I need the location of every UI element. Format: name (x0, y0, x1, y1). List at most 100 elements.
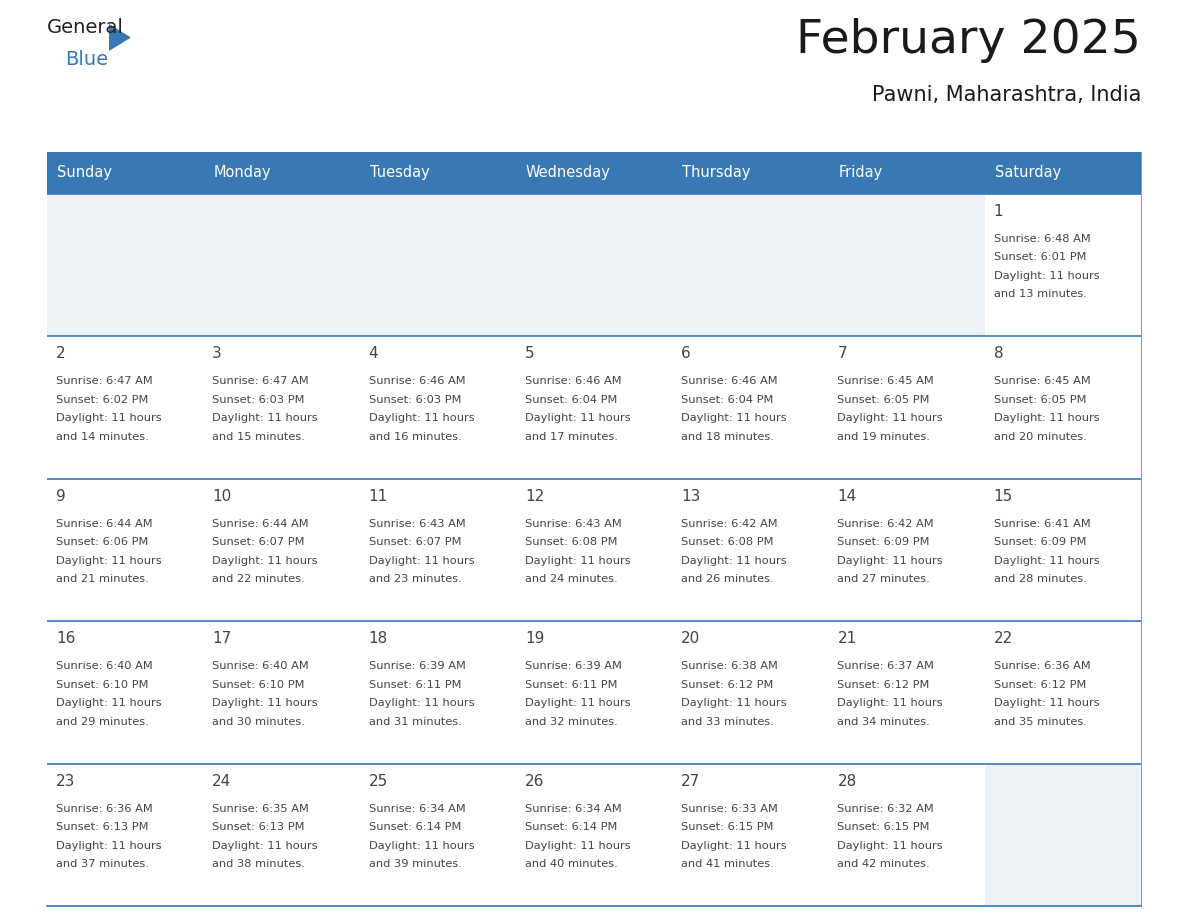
Text: 19: 19 (525, 632, 544, 646)
Text: Friday: Friday (839, 165, 883, 181)
Text: and 27 minutes.: and 27 minutes. (838, 575, 930, 584)
Text: Sunday: Sunday (57, 165, 112, 181)
Text: and 13 minutes.: and 13 minutes. (993, 289, 1087, 299)
Text: Sunrise: 6:43 AM: Sunrise: 6:43 AM (368, 519, 466, 529)
Text: Sunrise: 6:46 AM: Sunrise: 6:46 AM (525, 376, 621, 386)
Text: Sunrise: 6:46 AM: Sunrise: 6:46 AM (681, 376, 778, 386)
Text: Daylight: 11 hours: Daylight: 11 hours (525, 699, 631, 708)
Text: 17: 17 (213, 632, 232, 646)
Text: Sunset: 6:07 PM: Sunset: 6:07 PM (213, 537, 305, 547)
Text: and 38 minutes.: and 38 minutes. (213, 859, 305, 869)
Text: Daylight: 11 hours: Daylight: 11 hours (56, 699, 162, 708)
Text: 10: 10 (213, 488, 232, 504)
Bar (985, 194, 1140, 336)
Bar (48, 336, 203, 479)
Text: Daylight: 11 hours: Daylight: 11 hours (213, 841, 318, 851)
Text: Sunrise: 6:40 AM: Sunrise: 6:40 AM (56, 661, 153, 671)
Bar (516, 621, 672, 764)
Text: Sunrise: 6:36 AM: Sunrise: 6:36 AM (993, 661, 1091, 671)
Bar (516, 336, 672, 479)
Bar (516, 764, 672, 906)
Text: and 41 minutes.: and 41 minutes. (681, 859, 773, 869)
Text: Sunset: 6:13 PM: Sunset: 6:13 PM (213, 823, 305, 832)
Bar (203, 336, 360, 479)
Bar (48, 152, 203, 194)
Text: Daylight: 11 hours: Daylight: 11 hours (368, 413, 474, 423)
Bar (360, 764, 516, 906)
Bar (203, 479, 360, 621)
Text: 11: 11 (368, 488, 387, 504)
Text: and 15 minutes.: and 15 minutes. (213, 431, 305, 442)
Text: Sunrise: 6:45 AM: Sunrise: 6:45 AM (838, 376, 934, 386)
Text: Sunrise: 6:41 AM: Sunrise: 6:41 AM (993, 519, 1091, 529)
Bar (672, 764, 828, 906)
Text: Daylight: 11 hours: Daylight: 11 hours (525, 841, 631, 851)
Text: and 22 minutes.: and 22 minutes. (213, 575, 305, 584)
Text: and 42 minutes.: and 42 minutes. (838, 859, 930, 869)
Text: Daylight: 11 hours: Daylight: 11 hours (838, 699, 943, 708)
Text: Pawni, Maharashtra, India: Pawni, Maharashtra, India (872, 85, 1140, 105)
Text: Sunset: 6:04 PM: Sunset: 6:04 PM (525, 395, 618, 405)
Bar (672, 194, 828, 336)
Text: Wednesday: Wednesday (526, 165, 611, 181)
Text: 7: 7 (838, 346, 847, 362)
Text: and 34 minutes.: and 34 minutes. (838, 717, 930, 727)
Text: Sunrise: 6:45 AM: Sunrise: 6:45 AM (993, 376, 1091, 386)
Text: Blue: Blue (65, 50, 108, 69)
Text: Sunset: 6:15 PM: Sunset: 6:15 PM (681, 823, 773, 832)
Bar (672, 336, 828, 479)
Text: and 28 minutes.: and 28 minutes. (993, 575, 1087, 584)
Text: 2: 2 (56, 346, 65, 362)
Text: and 30 minutes.: and 30 minutes. (213, 717, 305, 727)
Text: February 2025: February 2025 (796, 18, 1140, 63)
Text: Sunset: 6:12 PM: Sunset: 6:12 PM (993, 679, 1086, 689)
Text: Sunrise: 6:33 AM: Sunrise: 6:33 AM (681, 803, 778, 813)
Bar (828, 194, 985, 336)
Text: 26: 26 (525, 774, 544, 789)
Text: Sunset: 6:14 PM: Sunset: 6:14 PM (525, 823, 618, 832)
Text: Sunrise: 6:39 AM: Sunrise: 6:39 AM (525, 661, 621, 671)
Bar (828, 479, 985, 621)
Text: and 29 minutes.: and 29 minutes. (56, 717, 148, 727)
Bar (48, 479, 203, 621)
Text: 12: 12 (525, 488, 544, 504)
Bar (985, 621, 1140, 764)
Text: Sunset: 6:05 PM: Sunset: 6:05 PM (993, 395, 1086, 405)
Text: 16: 16 (56, 632, 75, 646)
Bar (985, 764, 1140, 906)
Text: 13: 13 (681, 488, 701, 504)
Text: and 19 minutes.: and 19 minutes. (838, 431, 930, 442)
Text: Daylight: 11 hours: Daylight: 11 hours (213, 699, 318, 708)
Text: Daylight: 11 hours: Daylight: 11 hours (993, 413, 1099, 423)
Text: 5: 5 (525, 346, 535, 362)
Text: Sunset: 6:03 PM: Sunset: 6:03 PM (213, 395, 305, 405)
Text: Daylight: 11 hours: Daylight: 11 hours (681, 555, 786, 565)
Text: Sunset: 6:12 PM: Sunset: 6:12 PM (838, 679, 930, 689)
Bar (360, 479, 516, 621)
Bar (203, 194, 360, 336)
Bar (516, 194, 672, 336)
Text: 21: 21 (838, 632, 857, 646)
Text: and 21 minutes.: and 21 minutes. (56, 575, 148, 584)
Text: Thursday: Thursday (682, 165, 751, 181)
Text: Daylight: 11 hours: Daylight: 11 hours (525, 413, 631, 423)
Text: Sunrise: 6:35 AM: Sunrise: 6:35 AM (213, 803, 309, 813)
Text: Sunset: 6:02 PM: Sunset: 6:02 PM (56, 395, 148, 405)
Text: Sunrise: 6:42 AM: Sunrise: 6:42 AM (838, 519, 934, 529)
Text: and 20 minutes.: and 20 minutes. (993, 431, 1087, 442)
Text: Saturday: Saturday (994, 165, 1061, 181)
Text: 24: 24 (213, 774, 232, 789)
Text: Sunrise: 6:42 AM: Sunrise: 6:42 AM (681, 519, 778, 529)
Bar (516, 479, 672, 621)
Text: and 14 minutes.: and 14 minutes. (56, 431, 148, 442)
Text: 20: 20 (681, 632, 701, 646)
Text: Sunset: 6:11 PM: Sunset: 6:11 PM (525, 679, 618, 689)
Text: Sunset: 6:10 PM: Sunset: 6:10 PM (56, 679, 148, 689)
Text: Daylight: 11 hours: Daylight: 11 hours (993, 271, 1099, 281)
Text: and 24 minutes.: and 24 minutes. (525, 575, 618, 584)
Bar (48, 194, 203, 336)
Text: Daylight: 11 hours: Daylight: 11 hours (56, 555, 162, 565)
Text: Sunset: 6:11 PM: Sunset: 6:11 PM (368, 679, 461, 689)
Text: Sunrise: 6:43 AM: Sunrise: 6:43 AM (525, 519, 621, 529)
Bar (203, 764, 360, 906)
